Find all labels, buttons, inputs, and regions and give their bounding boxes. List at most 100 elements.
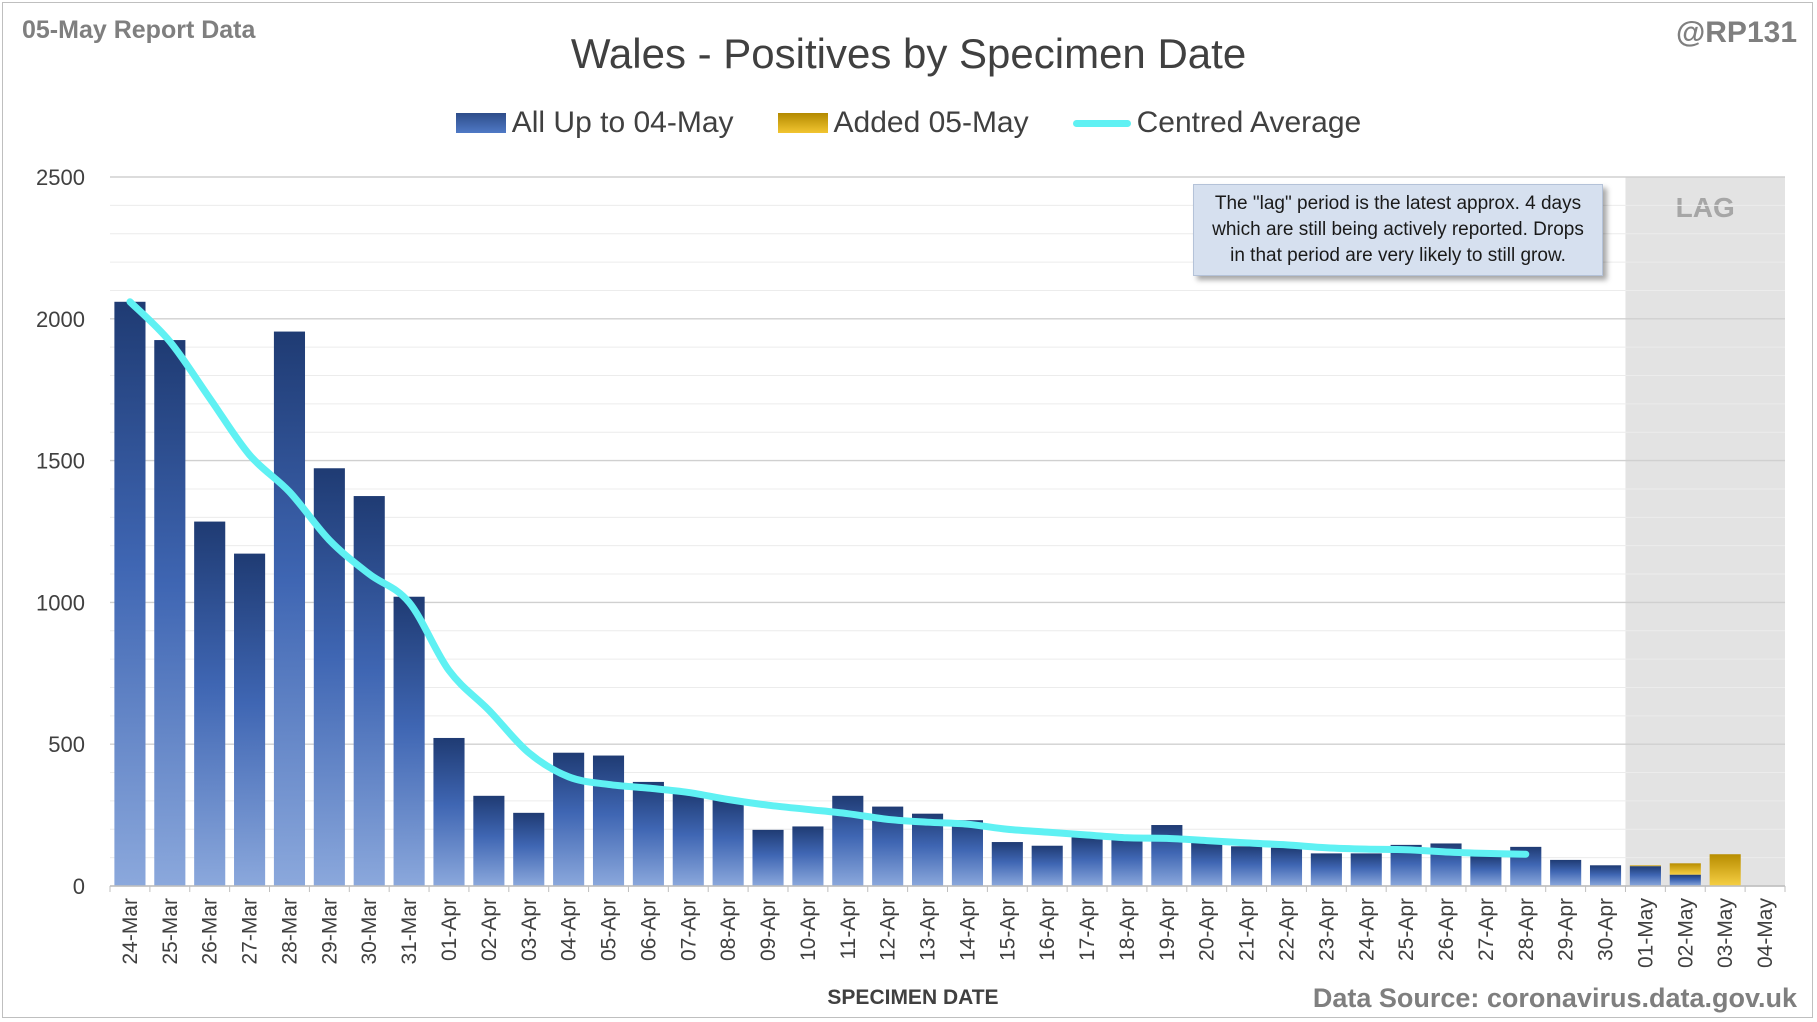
lag-note-line-3: in that period are very likely to still … <box>1230 245 1566 266</box>
x-tick-label: 02-May <box>1674 898 1697 969</box>
legend-label-average: Centred Average <box>1136 106 1362 139</box>
bar-all <box>1071 837 1103 886</box>
centred-average-line <box>126 298 1530 858</box>
x-tick-label: 09-Apr <box>757 898 780 961</box>
legend-item-average: Centred Average <box>1072 106 1362 140</box>
bar-all <box>114 301 146 886</box>
legend-item-added: Added 05-May <box>777 106 1029 140</box>
legend-item-all: All Up to 04-May <box>455 106 734 140</box>
x-tick-label: 04-May <box>1754 898 1777 969</box>
bar-all <box>1270 847 1303 886</box>
x-tick-label: 19-Apr <box>1156 898 1179 961</box>
legend-label-all: All Up to 04-May <box>511 106 734 139</box>
x-tick-label: 27-Apr <box>1475 898 1498 961</box>
x-tick-label: 08-Apr <box>717 898 740 961</box>
bar-all <box>991 842 1023 886</box>
x-tick-label: 01-May <box>1634 898 1657 969</box>
bar-all <box>1031 845 1063 886</box>
x-tick-label: 14-Apr <box>956 898 979 961</box>
x-tick-label: 30-Mar <box>358 898 381 965</box>
x-tick-label: 27-Mar <box>239 898 262 965</box>
y-tick-label: 1000 <box>36 590 85 615</box>
x-tick-label: 04-Apr <box>558 898 581 961</box>
bar-all <box>513 812 545 886</box>
y-tick-label: 1500 <box>36 449 85 474</box>
x-tick-label: 18-Apr <box>1116 898 1139 961</box>
x-tick-label: 29-Apr <box>1555 898 1578 961</box>
bar-all <box>1470 856 1502 886</box>
x-tick-label: 26-Apr <box>1435 898 1458 961</box>
x-tick-label: 16-Apr <box>1036 898 1059 961</box>
x-tick-label: 21-Apr <box>1236 898 1259 961</box>
y-tick-label: 0 <box>73 874 85 899</box>
bar-all <box>1151 825 1183 886</box>
bar-all <box>234 553 266 886</box>
bar-added <box>1709 854 1741 886</box>
x-tick-label: 13-Apr <box>917 898 940 961</box>
bar-all <box>273 331 306 886</box>
x-tick-label: 28-Mar <box>278 898 301 965</box>
bar-all <box>393 596 425 886</box>
y-tick-label: 2000 <box>36 307 85 332</box>
x-tick-label: 22-Apr <box>1275 898 1298 961</box>
bar-all <box>951 820 983 886</box>
x-tick-label: 12-Apr <box>877 898 900 961</box>
lag-region <box>1625 177 1785 886</box>
x-tick-label: 02-Apr <box>478 898 501 961</box>
bar-all <box>194 521 226 886</box>
x-tick-label: 24-Mar <box>119 898 142 965</box>
bar-added <box>1629 865 1661 867</box>
x-tick-label: 03-Apr <box>518 898 541 961</box>
x-tick-label: 06-Apr <box>637 898 660 961</box>
bar-all <box>592 755 625 886</box>
legend-swatch-added <box>777 113 828 133</box>
lag-label: LAG <box>1676 192 1735 223</box>
lag-note-line-1: The "lag" period is the latest approx. 4… <box>1214 193 1582 214</box>
x-tick-label: 03-May <box>1714 898 1737 969</box>
bar-all <box>1550 859 1582 886</box>
x-tick-label: 31-Mar <box>398 898 421 965</box>
x-tick-label: 26-Mar <box>199 898 222 965</box>
bar-all <box>1629 866 1661 886</box>
x-tick-label: 17-Apr <box>1076 898 1099 961</box>
x-axis-title: SPECIMEN DATE <box>827 986 998 1009</box>
x-tick-label: 25-Mar <box>159 898 182 965</box>
bar-all <box>1669 874 1701 886</box>
x-tick-label: 30-Apr <box>1595 898 1618 961</box>
y-tick-label: 2500 <box>36 165 85 190</box>
x-tick-label: 29-Mar <box>318 898 341 965</box>
lag-note-line-2: which are still being actively reported.… <box>1212 219 1584 240</box>
x-tick-label: 20-Apr <box>1196 898 1219 961</box>
x-tick-label: 01-Apr <box>438 898 461 961</box>
bar-all <box>433 737 465 886</box>
report-date-label: 05-May Report Data <box>22 16 256 44</box>
author-handle: @RP131 <box>1676 16 1797 49</box>
x-tick-label: 25-Apr <box>1395 898 1418 961</box>
bar-all <box>1111 835 1143 886</box>
legend-swatch-all <box>455 113 506 133</box>
bar-all <box>632 781 664 886</box>
legend-label-added: Added 05-May <box>833 106 1029 139</box>
x-tick-label: 05-Apr <box>598 898 621 961</box>
x-tick-label: 11-Apr <box>837 898 860 959</box>
bar-added <box>1669 863 1701 875</box>
bar-all <box>792 826 824 886</box>
legend-swatch-average <box>1072 119 1131 127</box>
bar-all <box>672 792 704 886</box>
bar-all <box>1310 853 1342 886</box>
bar-all <box>473 795 505 886</box>
x-tick-label: 24-Apr <box>1355 898 1378 961</box>
x-tick-label: 23-Apr <box>1315 898 1338 961</box>
bar-all <box>1231 846 1263 886</box>
chart-title: Wales - Positives by Specimen Date <box>570 30 1247 77</box>
x-tick-label: 10-Apr <box>797 898 820 961</box>
bar-all <box>1350 853 1382 886</box>
bar-all <box>712 799 744 886</box>
lag-note: The "lag" period is the latest approx. 4… <box>1193 184 1603 276</box>
bar-all <box>154 340 186 886</box>
y-tick-label: 500 <box>48 732 85 757</box>
bar-all <box>752 829 784 886</box>
bar-all <box>1589 865 1622 886</box>
x-tick-label: 28-Apr <box>1515 898 1538 961</box>
